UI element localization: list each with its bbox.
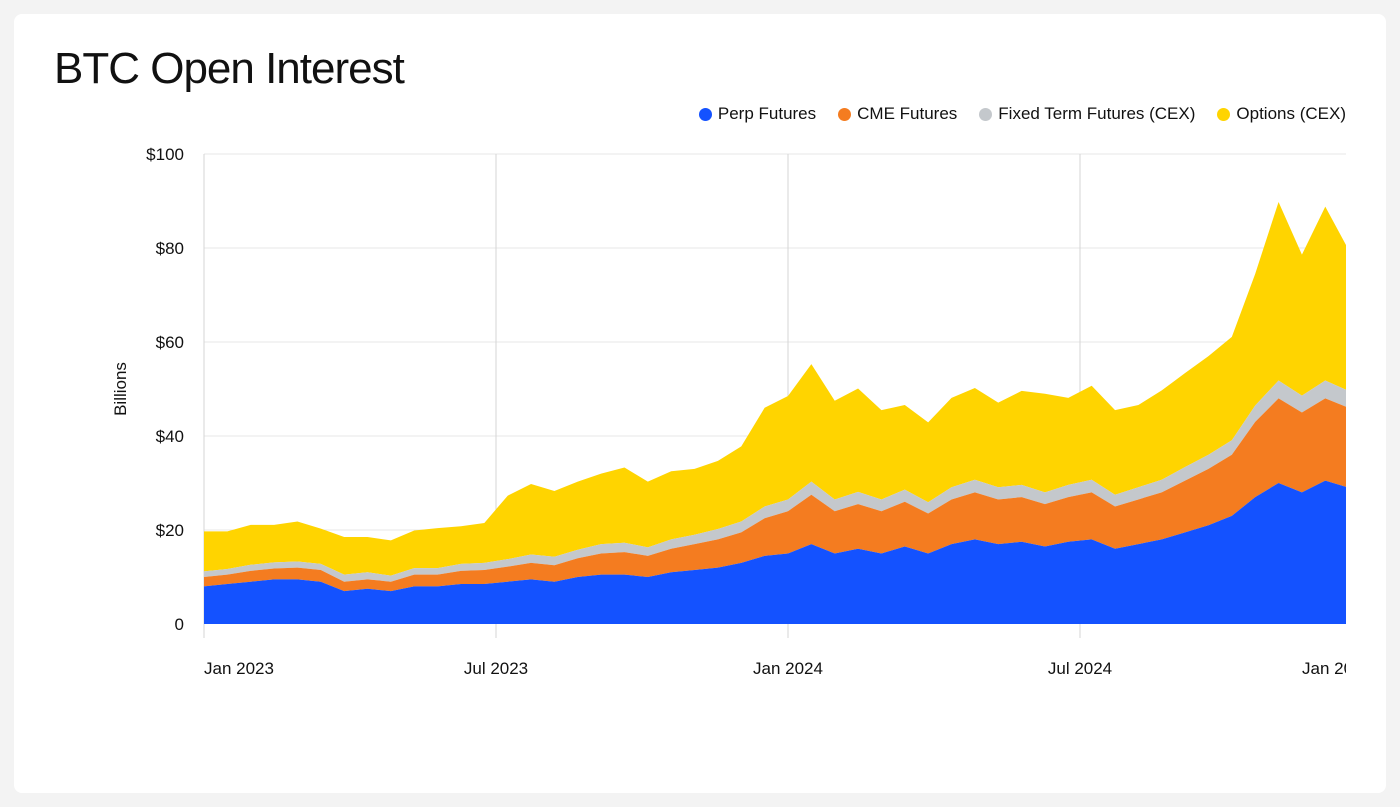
legend-swatch — [979, 108, 992, 121]
legend-swatch — [1217, 108, 1230, 121]
legend-label: Options (CEX) — [1236, 104, 1346, 124]
y-tick-label: $40 — [156, 427, 184, 446]
chart-card: BTC Open Interest Perp Futures CME Future… — [14, 14, 1386, 793]
x-tick-label: Jul 2024 — [1048, 659, 1112, 678]
legend-label: Perp Futures — [718, 104, 816, 124]
chart-legend: Perp Futures CME Futures Fixed Term Future… — [54, 104, 1346, 124]
x-tick-label: Jan 2023 — [204, 659, 274, 678]
y-tick-label: 0 — [175, 615, 184, 634]
legend-item: Perp Futures — [699, 104, 816, 124]
chart-title: BTC Open Interest — [54, 44, 1346, 94]
y-tick-label: $80 — [156, 239, 184, 258]
legend-label: CME Futures — [857, 104, 957, 124]
x-tick-label: Jul 2023 — [464, 659, 528, 678]
legend-swatch — [699, 108, 712, 121]
chart-plot: 0 $20 $40 $60 $80 $100 Billions Jan 2023 Jul 202… — [54, 144, 1346, 724]
legend-item: Fixed Term Futures (CEX) — [979, 104, 1195, 124]
y-axis-label: Billions — [111, 362, 130, 416]
x-tick-label: Jan 2025 — [1302, 659, 1346, 678]
legend-item: CME Futures — [838, 104, 957, 124]
legend-item: Options (CEX) — [1217, 104, 1346, 124]
y-tick-label: $20 — [156, 521, 184, 540]
legend-swatch — [838, 108, 851, 121]
y-tick-label: $100 — [146, 145, 184, 164]
x-tick-label: Jan 2024 — [753, 659, 823, 678]
legend-label: Fixed Term Futures (CEX) — [998, 104, 1195, 124]
y-tick-label: $60 — [156, 333, 184, 352]
